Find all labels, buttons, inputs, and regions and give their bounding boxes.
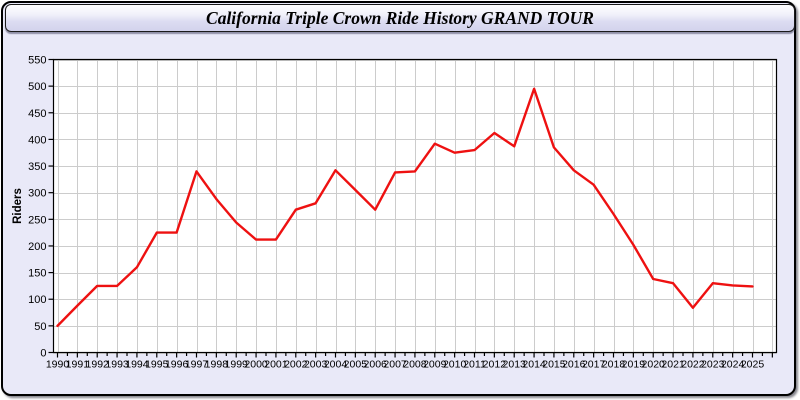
svg-text:2012: 2012 — [483, 359, 507, 371]
svg-text:2017: 2017 — [582, 359, 606, 371]
svg-text:200: 200 — [28, 241, 46, 253]
svg-text:450: 450 — [28, 108, 46, 120]
svg-text:1994: 1994 — [125, 359, 149, 371]
riders-series-line — [56, 87, 754, 328]
svg-text:500: 500 — [28, 81, 46, 93]
svg-text:1990: 1990 — [46, 359, 70, 371]
svg-text:2000: 2000 — [244, 359, 268, 371]
svg-text:2001: 2001 — [264, 359, 288, 371]
svg-text:1991: 1991 — [66, 359, 90, 371]
svg-text:250: 250 — [28, 214, 46, 226]
svg-text:2011: 2011 — [463, 359, 486, 371]
svg-text:2002: 2002 — [284, 359, 308, 371]
svg-text:2014: 2014 — [522, 359, 546, 371]
svg-text:100: 100 — [28, 294, 46, 306]
svg-text:2006: 2006 — [364, 359, 388, 371]
svg-text:2005: 2005 — [344, 359, 368, 371]
svg-text:300: 300 — [28, 188, 46, 200]
svg-text:2009: 2009 — [423, 359, 447, 371]
svg-text:1998: 1998 — [205, 359, 229, 371]
svg-text:550: 550 — [28, 55, 46, 67]
svg-text:2022: 2022 — [681, 359, 705, 371]
svg-text:1993: 1993 — [105, 359, 129, 371]
page-title: California Triple Crown Ride History GRA… — [206, 7, 594, 28]
svg-text:2018: 2018 — [602, 359, 626, 371]
svg-text:1992: 1992 — [86, 359, 110, 371]
svg-text:2016: 2016 — [562, 359, 586, 371]
svg-text:150: 150 — [28, 268, 46, 280]
svg-text:2015: 2015 — [542, 359, 566, 371]
title-bar: California Triple Crown Ride History GRA… — [5, 4, 795, 32]
svg-text:2003: 2003 — [304, 359, 328, 371]
svg-text:0: 0 — [40, 348, 46, 360]
svg-text:50: 50 — [34, 321, 46, 333]
svg-text:2010: 2010 — [443, 359, 467, 371]
svg-text:1999: 1999 — [225, 359, 249, 371]
gridlines — [53, 59, 777, 354]
svg-text:400: 400 — [28, 134, 46, 146]
svg-text:2023: 2023 — [701, 359, 725, 371]
svg-text:2004: 2004 — [324, 359, 348, 371]
svg-text:1995: 1995 — [145, 359, 169, 371]
svg-text:2021: 2021 — [661, 359, 685, 371]
svg-text:1997: 1997 — [185, 359, 209, 371]
svg-text:350: 350 — [28, 161, 46, 173]
svg-text:2007: 2007 — [383, 359, 407, 371]
x-axis-labels: 1990199119921993199419951996199719981999… — [46, 352, 773, 371]
svg-text:2024: 2024 — [721, 359, 745, 371]
svg-text:2013: 2013 — [503, 359, 527, 371]
svg-text:2019: 2019 — [622, 359, 646, 371]
svg-text:2020: 2020 — [642, 359, 666, 371]
svg-text:Riders: Riders — [12, 188, 24, 224]
svg-text:1996: 1996 — [165, 359, 189, 371]
svg-text:2008: 2008 — [403, 359, 427, 371]
y-axis-title: Riders — [12, 188, 24, 224]
y-axis-labels: 0 50 100 150 200 250 300 350 400 450 500 550 — [28, 55, 54, 360]
svg-text:2025: 2025 — [741, 359, 765, 371]
